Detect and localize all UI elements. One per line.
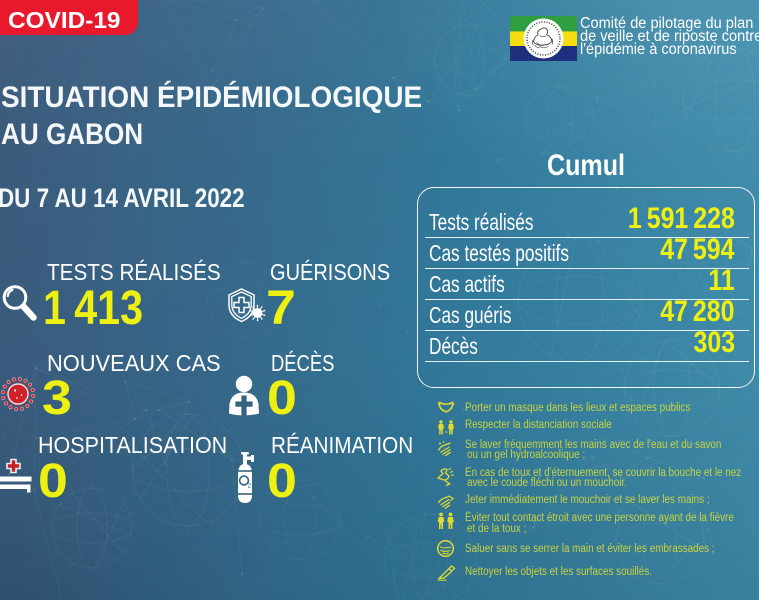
svg-text:2: 2	[248, 483, 252, 490]
